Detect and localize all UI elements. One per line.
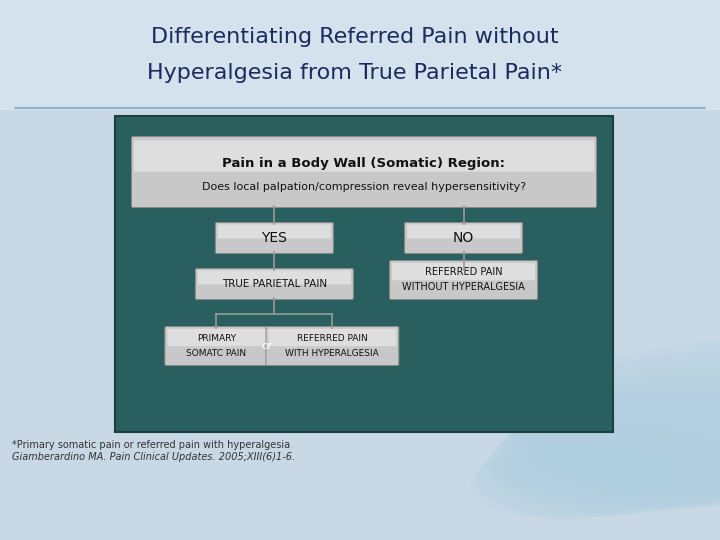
Ellipse shape	[503, 390, 720, 508]
Ellipse shape	[508, 380, 720, 506]
FancyBboxPatch shape	[195, 268, 354, 300]
Text: Pain in a Body Wall (Somatic) Region:: Pain in a Body Wall (Somatic) Region:	[222, 157, 505, 170]
FancyBboxPatch shape	[132, 137, 596, 207]
Text: WITH HYPERALGESIA: WITH HYPERALGESIA	[286, 349, 379, 357]
Text: NO: NO	[453, 231, 474, 245]
Ellipse shape	[492, 410, 720, 512]
Ellipse shape	[470, 450, 650, 520]
Text: PRIMARY: PRIMARY	[197, 334, 236, 342]
Text: SOMATC PAIN: SOMATC PAIN	[186, 349, 246, 357]
Ellipse shape	[525, 350, 720, 500]
Ellipse shape	[514, 370, 720, 504]
Text: REFERRED PAIN: REFERRED PAIN	[297, 334, 368, 342]
FancyBboxPatch shape	[269, 329, 396, 346]
FancyBboxPatch shape	[390, 260, 538, 300]
FancyBboxPatch shape	[405, 222, 523, 253]
Ellipse shape	[498, 400, 720, 510]
Text: Differentiating Referred Pain without: Differentiating Referred Pain without	[151, 27, 559, 47]
Ellipse shape	[520, 360, 720, 502]
Ellipse shape	[487, 420, 720, 514]
Ellipse shape	[475, 440, 680, 518]
Text: *Primary somatic pain or referred pain with hyperalgesia: *Primary somatic pain or referred pain w…	[12, 440, 290, 450]
Bar	[115, 116, 613, 432]
Text: WITHOUT HYPERALGESIA: WITHOUT HYPERALGESIA	[402, 282, 525, 292]
Text: REFERRED PAIN: REFERRED PAIN	[425, 267, 503, 277]
FancyBboxPatch shape	[134, 140, 594, 172]
FancyBboxPatch shape	[215, 222, 333, 253]
FancyBboxPatch shape	[266, 327, 399, 366]
Text: or: or	[261, 341, 273, 351]
Text: Giamberardino MA. Pain Clinical Updates. 2005;XIII(6)1-6.: Giamberardino MA. Pain Clinical Updates.…	[12, 452, 295, 462]
Ellipse shape	[531, 340, 720, 498]
FancyBboxPatch shape	[198, 271, 351, 285]
FancyBboxPatch shape	[392, 263, 535, 280]
FancyBboxPatch shape	[167, 329, 266, 346]
Ellipse shape	[481, 430, 711, 516]
FancyBboxPatch shape	[165, 327, 268, 366]
FancyBboxPatch shape	[218, 225, 331, 239]
Text: Does local palpation/compression reveal hypersensitivity?: Does local palpation/compression reveal …	[202, 182, 526, 192]
Text: TRUE PARIETAL PAIN: TRUE PARIETAL PAIN	[222, 279, 327, 289]
Bar	[0, 0, 720, 110]
FancyBboxPatch shape	[407, 225, 520, 239]
Text: YES: YES	[261, 231, 287, 245]
Text: Hyperalgesia from True Parietal Pain*: Hyperalgesia from True Parietal Pain*	[148, 63, 562, 83]
